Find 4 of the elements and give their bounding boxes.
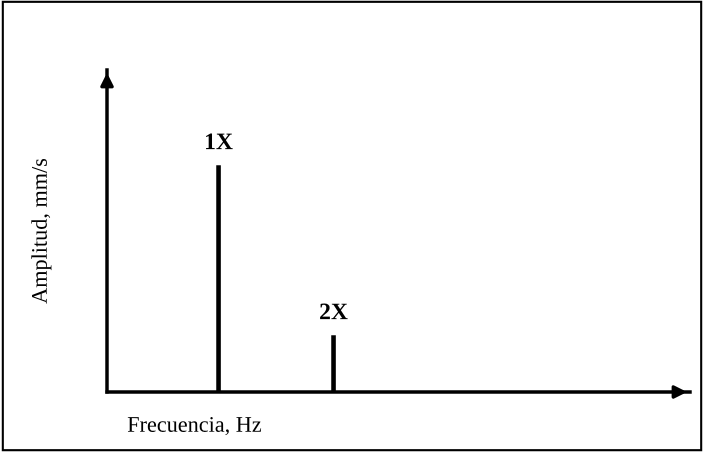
y-axis-title: Amplitud, mm/s xyxy=(31,158,52,304)
text: 1X xyxy=(206,134,233,150)
x-axis-title: Frecuencia, Hz xyxy=(128,417,262,436)
annotation: 2X xyxy=(320,304,348,320)
